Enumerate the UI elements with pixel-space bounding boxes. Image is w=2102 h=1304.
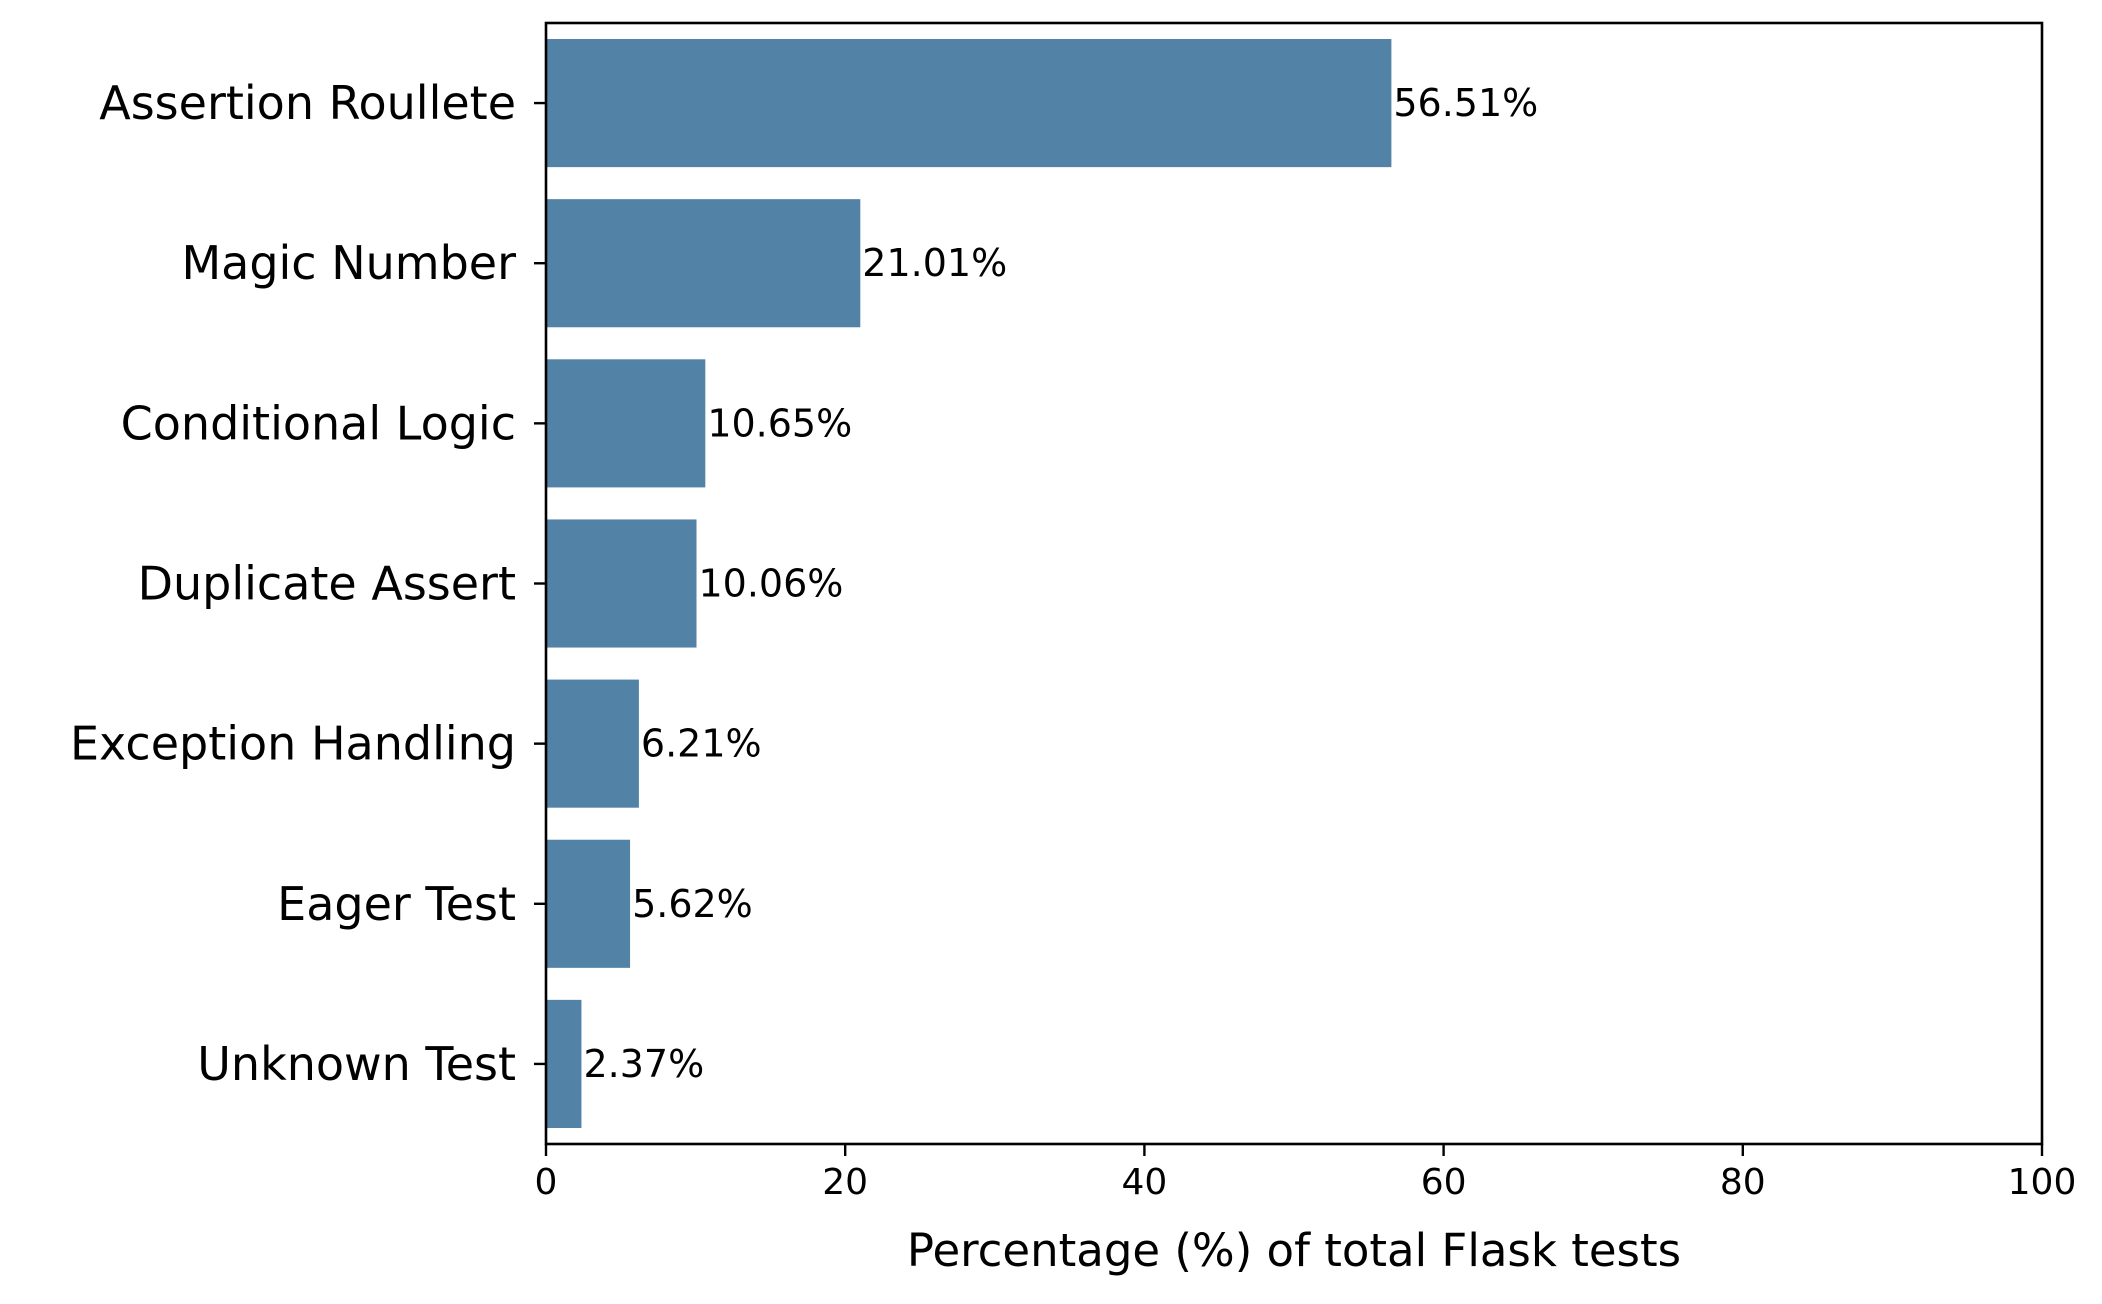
- bar: [546, 839, 631, 968]
- y-tick-label: Duplicate Assert: [138, 557, 516, 611]
- bar: [546, 39, 1392, 168]
- y-tick-label: Assertion Roullete: [99, 76, 516, 130]
- x-ticks-group: 0 20 40 60 80 100: [535, 1144, 2077, 1203]
- x-axis-label: Percentage (%) of total Flask tests: [907, 1224, 1681, 1277]
- bars-group: [546, 39, 1392, 1128]
- data-label: 10.06%: [698, 562, 843, 606]
- y-tick-label: Exception Handling: [70, 717, 516, 771]
- y-tick-marks-group: [534, 101, 546, 1066]
- y-tick-label: Magic Number: [181, 236, 516, 290]
- x-tick-label: 100: [2008, 1162, 2077, 1203]
- x-tick-label: 80: [1720, 1162, 1766, 1203]
- data-label: 56.51%: [1393, 81, 1538, 125]
- x-tick-label: 40: [1121, 1162, 1167, 1203]
- data-label: 5.62%: [632, 882, 753, 926]
- y-tick-label: Eager Test: [277, 877, 516, 931]
- bar: [546, 519, 697, 648]
- x-tick-label: 0: [535, 1162, 558, 1203]
- category-labels-group: Assertion Roullete Magic Number Conditiona…: [70, 76, 516, 1091]
- data-label: 2.37%: [583, 1042, 704, 1086]
- y-tick-label: Unknown Test: [197, 1037, 516, 1091]
- y-tick-label: Conditional Logic: [121, 396, 516, 450]
- plot-frame: [544, 21, 2044, 1146]
- bar: [546, 359, 706, 488]
- x-tick-label: 60: [1421, 1162, 1467, 1203]
- bar: [546, 999, 582, 1128]
- data-label: 10.65%: [707, 401, 852, 445]
- data-label: 6.21%: [641, 722, 762, 766]
- x-tick-label: 20: [822, 1162, 868, 1203]
- data-label: 21.01%: [862, 241, 1007, 285]
- data-labels-group: 56.51% 21.01% 10.65% 10.06% 6.21% 5.62% 2.37%: [583, 81, 1538, 1086]
- bar: [546, 199, 861, 328]
- bar: [546, 679, 639, 808]
